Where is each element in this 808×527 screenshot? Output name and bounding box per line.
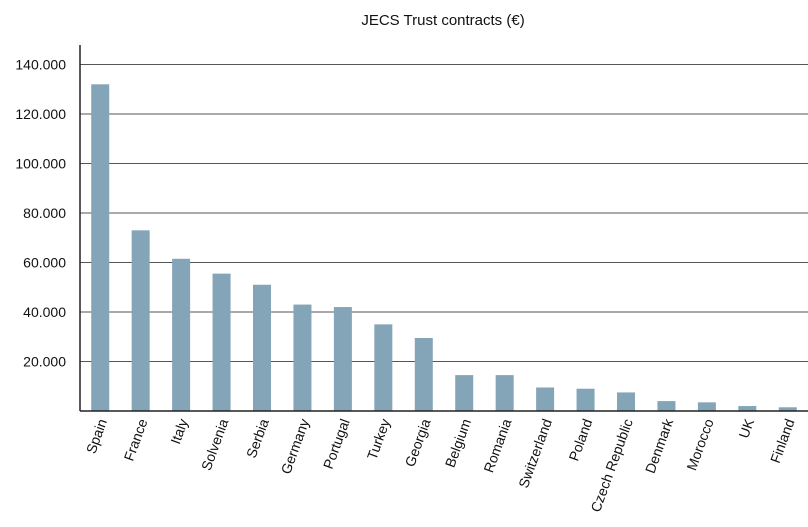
y-tick-label: 100.000 (15, 156, 66, 172)
x-tick-labels: Spain France Italy Solvenia Serbia Germany Por… (83, 416, 798, 515)
x-tick-label: Romania (480, 416, 514, 474)
bar-morocco (698, 402, 716, 411)
bar-switzerland (536, 387, 554, 411)
x-tick-label: Morocco (683, 416, 716, 472)
x-tick-label: Belgium (442, 417, 474, 470)
x-tick-label: Portugal (320, 417, 353, 471)
bar-germany (293, 305, 311, 411)
bar-czech-republic (617, 392, 635, 411)
x-tick-label: Switzerland (515, 417, 555, 490)
bar-belgium (455, 375, 473, 411)
x-tick-label: France (121, 416, 151, 463)
bar-poland (577, 389, 595, 411)
x-tick-label: UK (735, 416, 757, 440)
x-tick-label: Turkey (364, 417, 393, 462)
x-tick-label: Solvenia (198, 416, 231, 472)
bar-denmark (657, 401, 675, 411)
bar-georgia (415, 338, 433, 411)
x-tick-label: Germany (278, 417, 313, 477)
y-tick-label: 80.000 (23, 205, 66, 221)
bar-solvenia (213, 274, 231, 411)
y-tick-label: 60.000 (23, 255, 66, 271)
bar-serbia (253, 285, 271, 411)
y-tick-label: 140.000 (15, 57, 66, 73)
x-tick-label: Poland (565, 417, 595, 463)
bar-italy (172, 259, 190, 411)
bar-portugal (334, 307, 352, 411)
x-tick-label: Spain (83, 417, 110, 456)
x-tick-label: Serbia (243, 416, 272, 460)
y-tick-label: 40.000 (23, 304, 66, 320)
bar-romania (496, 375, 514, 411)
y-tick-labels: 20.000 40.000 60.000 80.000 100.000 120.000 14… (15, 57, 66, 370)
x-tick-label: Italy (167, 417, 191, 447)
bar-turkey (374, 324, 392, 411)
x-tick-label: Finland (767, 417, 798, 466)
y-tick-label: 120.000 (15, 106, 66, 122)
x-tick-label: Czech Republic (587, 417, 636, 515)
bar-france (132, 230, 150, 411)
x-tick-label: Denmark (642, 416, 677, 476)
y-tick-label: 20.000 (23, 354, 66, 370)
x-tick-label: Georgia (402, 416, 434, 468)
bar-spain (91, 84, 109, 411)
